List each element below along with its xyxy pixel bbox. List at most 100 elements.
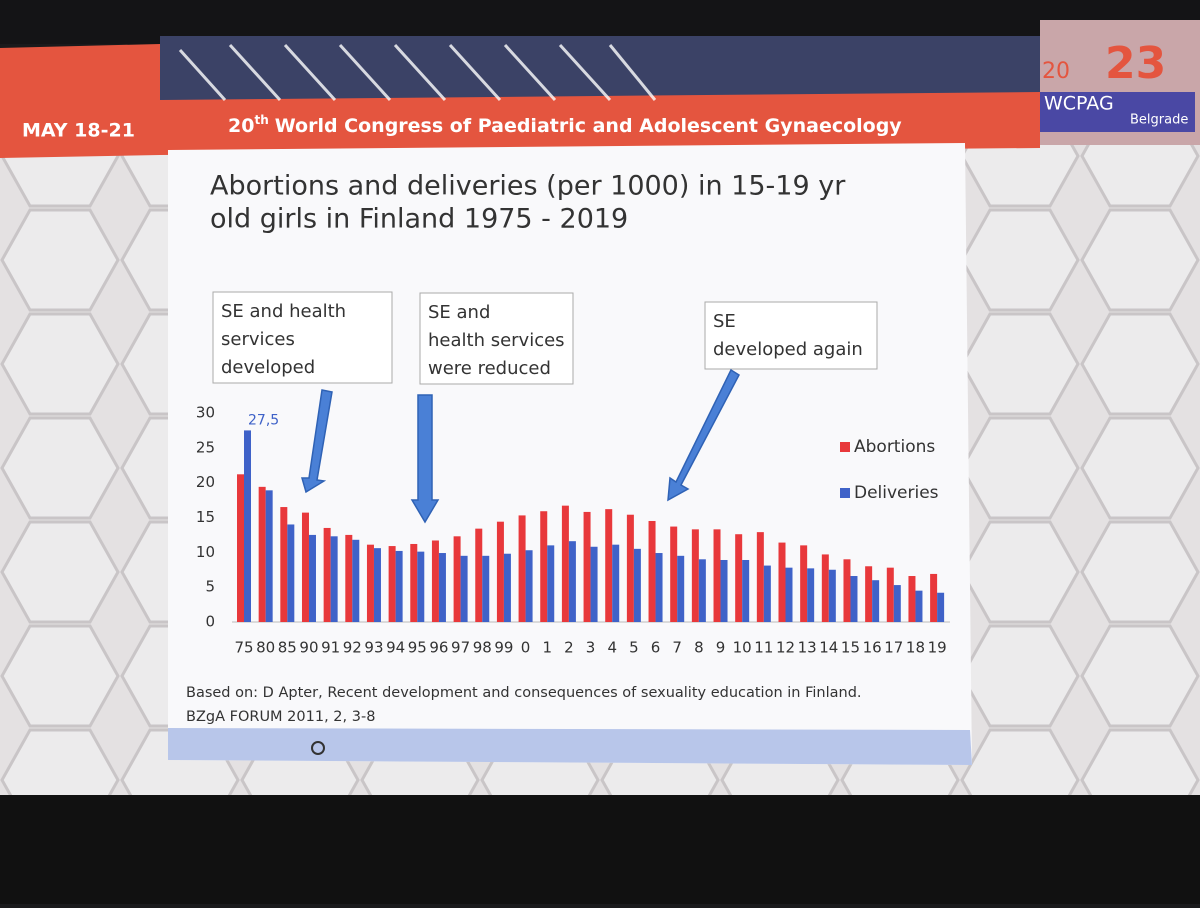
bar (590, 546, 598, 622)
annotation-text: SE and (428, 302, 490, 323)
chart-title: Abortions and deliveries (per 1000) in 1… (210, 171, 846, 202)
bar (518, 515, 526, 622)
x-tick-label: 14 (819, 639, 838, 657)
bar (915, 590, 923, 622)
bar (626, 514, 634, 622)
banner-dates: MAY 18-21 (22, 120, 135, 142)
bar (735, 534, 743, 622)
value-label: 27,5 (248, 412, 279, 428)
x-tick-label: 1 (542, 639, 552, 657)
legend-label: Deliveries (854, 483, 939, 503)
logo-name: WCPAG (1044, 93, 1114, 115)
x-tick-label: 94 (386, 639, 405, 657)
x-tick-label: 5 (629, 639, 639, 657)
banner-left (0, 44, 160, 158)
annotation-text: health services (428, 330, 565, 351)
bar (460, 555, 468, 622)
bar (698, 559, 706, 622)
arrow-1 (301, 389, 333, 494)
x-tick-label: 13 (798, 639, 817, 657)
bar (763, 565, 771, 622)
bar (525, 550, 533, 622)
bar (568, 541, 576, 622)
x-tick-label: 6 (651, 639, 661, 657)
source-text: BZgA FORUM 2011, 2, 3-8 (186, 709, 375, 725)
bar (265, 490, 273, 622)
bar (475, 528, 483, 622)
bar (352, 539, 360, 622)
y-tick-label: 10 (196, 543, 215, 561)
bar (742, 559, 750, 622)
arrow-2 (410, 394, 440, 524)
x-tick-label: 18 (906, 639, 925, 657)
bar (547, 545, 555, 622)
logo-year-b: 23 (1105, 38, 1166, 89)
bar (395, 550, 403, 622)
slide (168, 143, 972, 765)
x-tick-label: 19 (928, 639, 947, 657)
bar (655, 553, 663, 622)
bar (438, 553, 446, 622)
bar (308, 534, 316, 622)
x-tick-label: 90 (299, 639, 318, 657)
bar (301, 512, 309, 622)
x-tick-label: 93 (364, 639, 383, 657)
bar (540, 511, 548, 622)
bar (886, 567, 894, 622)
bar (807, 568, 815, 622)
annotation-box (704, 301, 878, 370)
x-tick-label: 75 (234, 639, 253, 657)
chart-title: old girls in Finland 1975 - 2019 (210, 204, 628, 235)
bar (756, 532, 764, 622)
x-tick-label: 9 (716, 639, 726, 657)
banner-strip (160, 92, 1040, 155)
annotation-text: services (221, 329, 295, 350)
bar (410, 543, 418, 622)
congress-suffix: th (254, 113, 268, 127)
y-tick-label: 5 (205, 578, 215, 596)
x-tick-label: 11 (754, 639, 773, 657)
bar (670, 526, 678, 622)
x-tick-label: 95 (408, 639, 427, 657)
bar (561, 505, 569, 622)
x-tick-label: 0 (521, 639, 531, 657)
bar (258, 486, 266, 622)
bar (720, 559, 728, 622)
annotation-text: SE and health (221, 301, 346, 322)
bar (893, 585, 901, 622)
bar (388, 546, 396, 622)
x-tick-label: 3 (586, 639, 596, 657)
bar (280, 507, 288, 622)
bar (713, 529, 721, 622)
logo-year-a: 20 (1042, 59, 1070, 84)
annotation-text: developed (221, 357, 315, 378)
bar (417, 551, 425, 622)
logo-city: Belgrade (1130, 113, 1188, 128)
slide-footer (168, 728, 972, 765)
bar (648, 520, 656, 622)
x-tick-label: 12 (776, 639, 795, 657)
legend-label: Abortions (854, 437, 935, 457)
bar (865, 566, 873, 622)
bar (843, 559, 851, 622)
bar (323, 527, 331, 622)
bar (366, 544, 374, 622)
annotation-text: were reduced (428, 358, 551, 379)
x-tick-label: 4 (607, 639, 617, 657)
congress-number: 20 (228, 115, 254, 137)
banner-title: 20th World Congress of Paediatric and Ado… (228, 113, 902, 137)
annotation-text: SE (713, 311, 736, 332)
x-tick-label: 98 (473, 639, 492, 657)
chart: Abortions and deliveries (per 1000) in 1… (186, 171, 950, 725)
x-tick-label: 92 (343, 639, 362, 657)
bar (937, 592, 945, 622)
annotation-box (212, 291, 393, 384)
banner-stripes (178, 43, 657, 102)
x-tick-label: 96 (429, 639, 448, 657)
footer-icon (311, 741, 325, 755)
arrows (301, 368, 740, 524)
bar (872, 580, 880, 622)
source-text: Based on: D Apter, Recent development an… (186, 685, 862, 701)
bar (503, 553, 511, 622)
